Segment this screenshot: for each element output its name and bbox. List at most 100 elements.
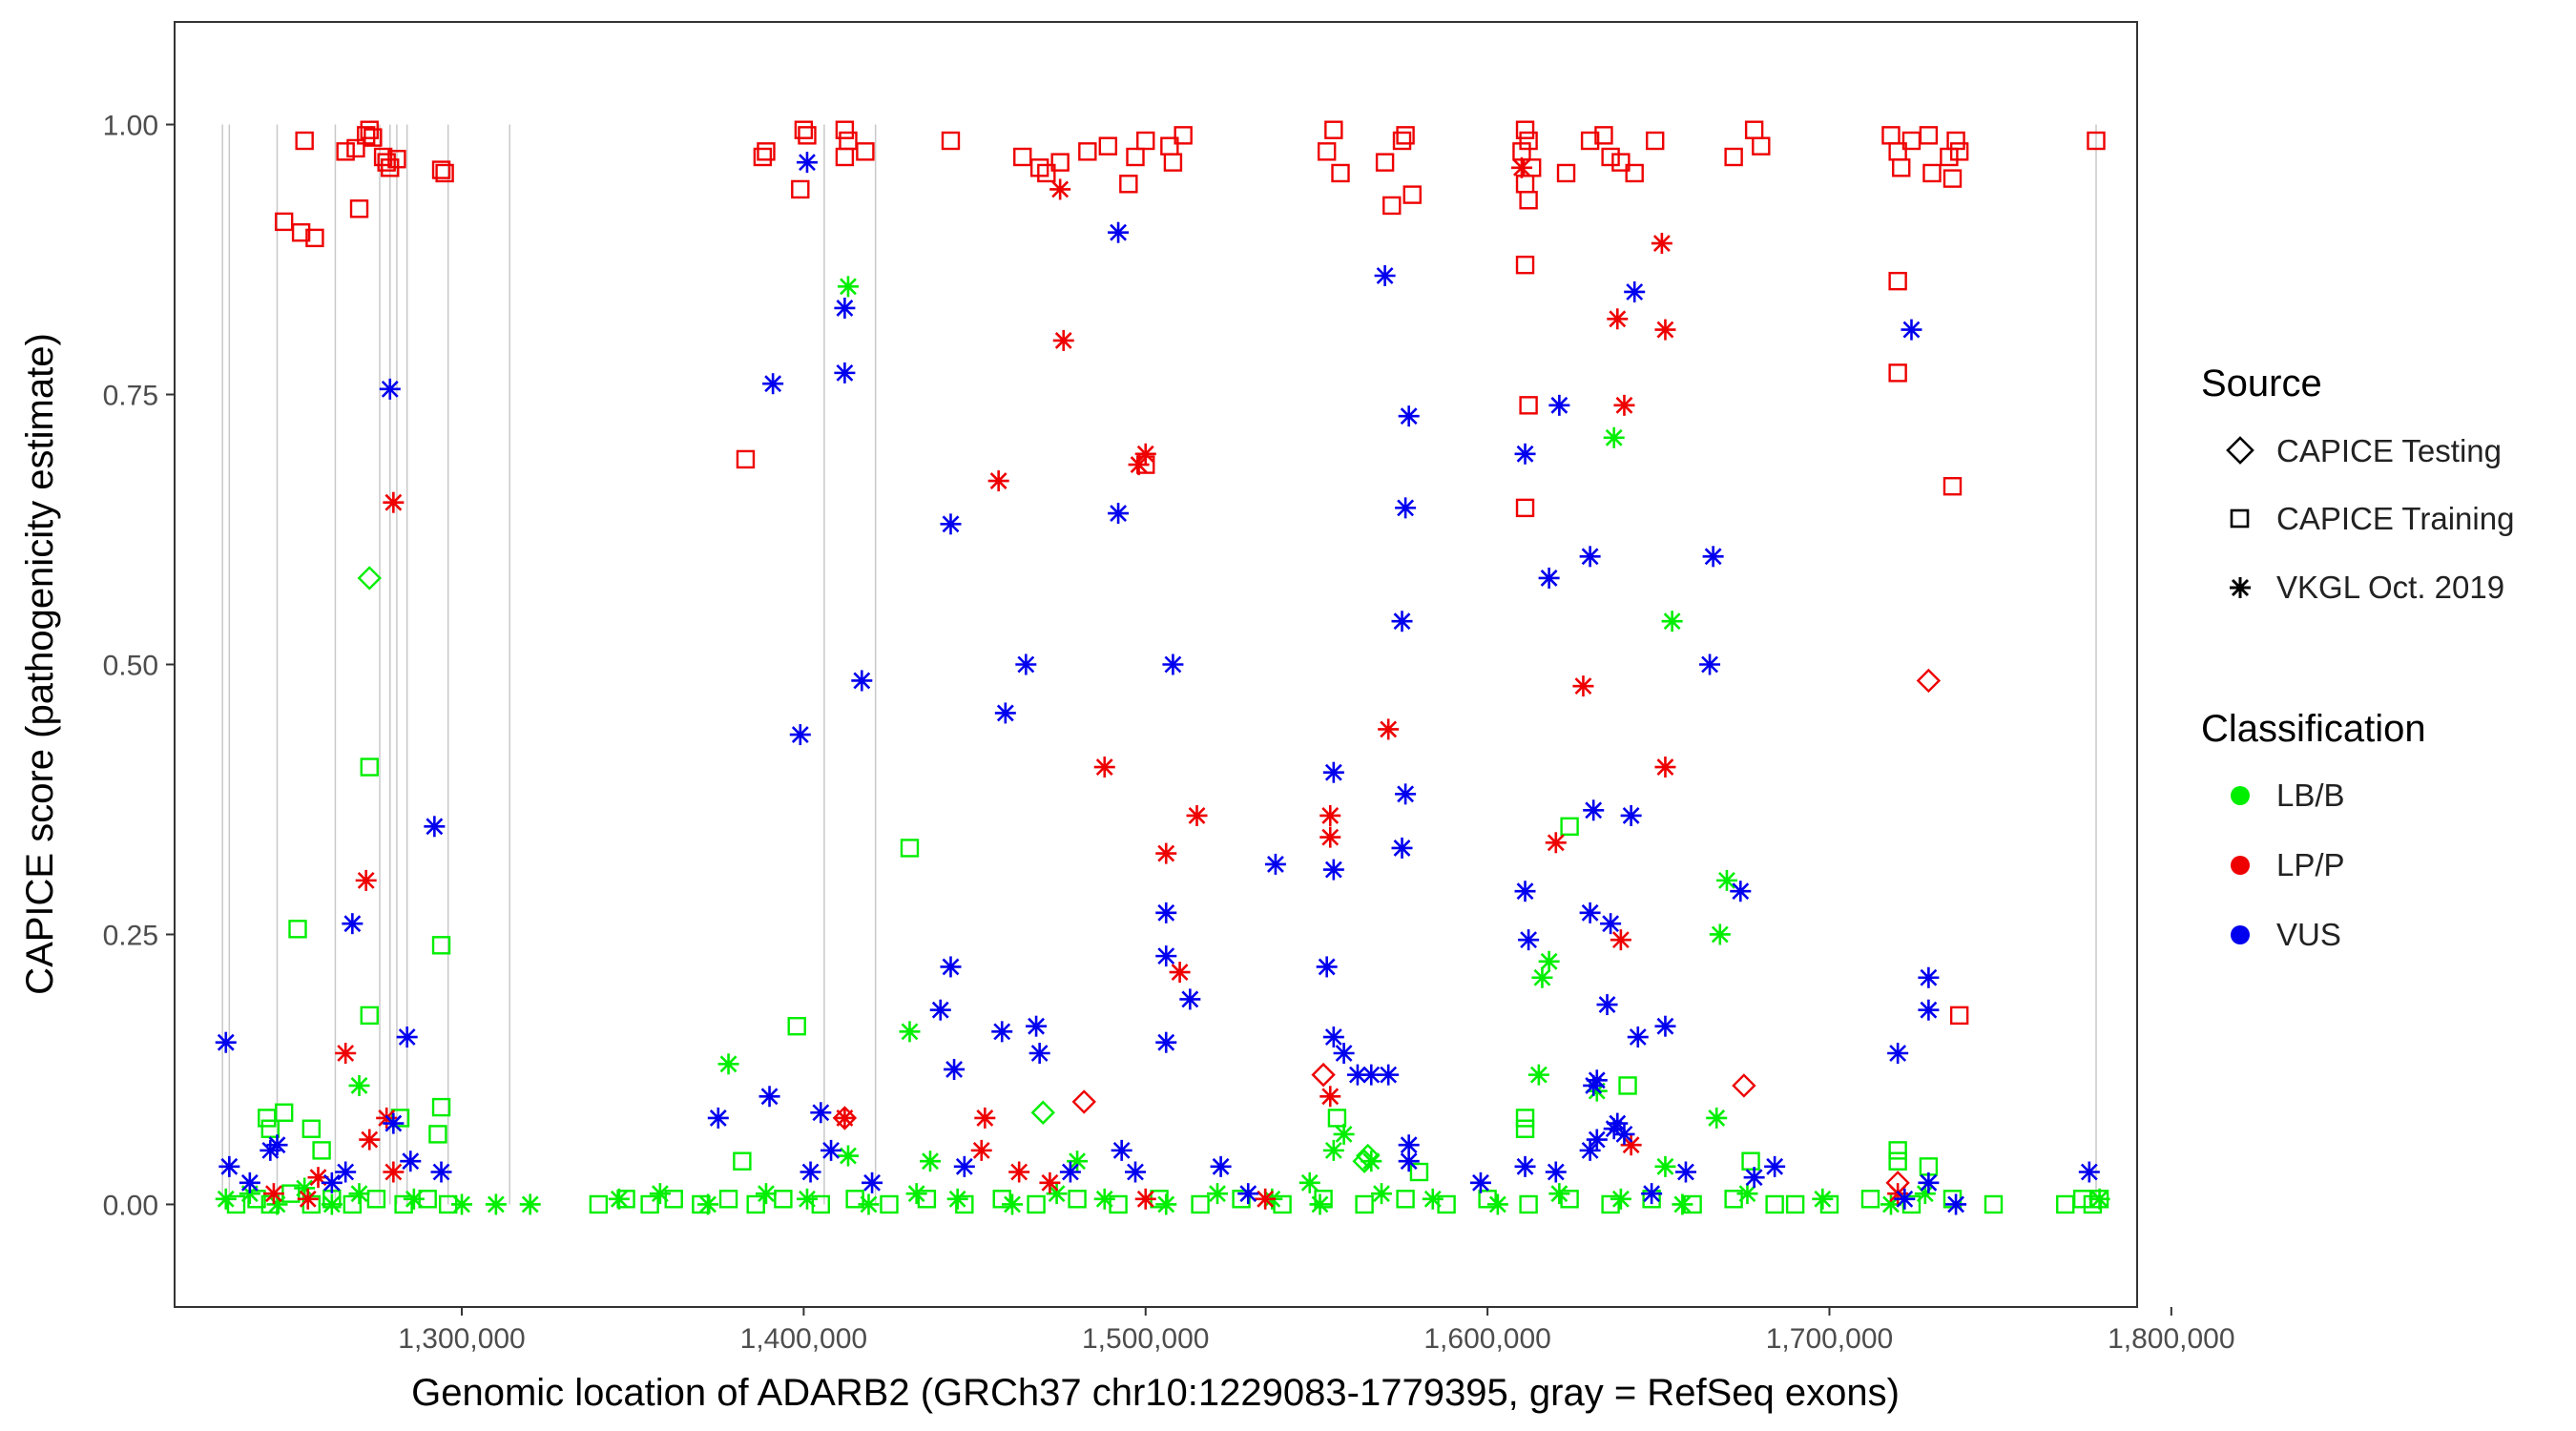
point-vkgl-vus xyxy=(1548,394,1570,416)
point-vkgl-lpp xyxy=(1128,454,1150,476)
point-training-lbb xyxy=(1741,1151,1760,1171)
point-vkgl-lbb xyxy=(1067,1151,1089,1172)
point-vkgl-vus xyxy=(1059,1161,1081,1183)
y-axis-title: CAPICE score (pathogenicity estimate) xyxy=(19,333,61,995)
point-vkgl-vus xyxy=(342,913,364,935)
point-vkgl-vus xyxy=(762,373,784,395)
point-training-lpp xyxy=(1136,131,1155,151)
point-training-lbb xyxy=(1601,1194,1620,1214)
point-training-lbb xyxy=(917,1190,937,1209)
point-training-lbb xyxy=(1901,1194,1922,1214)
point-vkgl-vus xyxy=(810,1102,832,1124)
point-training-lbb xyxy=(1068,1190,1087,1209)
point-vkgl-vus xyxy=(953,1155,975,1177)
point-training-lpp xyxy=(1519,131,1538,151)
point-vkgl-vus xyxy=(796,152,818,174)
point-vkgl-vus xyxy=(1918,999,1940,1021)
point-training-lbb xyxy=(428,1125,447,1144)
point-vkgl-vus xyxy=(1210,1155,1232,1177)
point-training-lpp xyxy=(291,223,311,242)
point-training-lbb xyxy=(1191,1194,1210,1214)
point-vkgl-vus xyxy=(1514,1155,1536,1177)
point-training-lbb xyxy=(394,1194,413,1214)
point-vkgl-vus xyxy=(1538,567,1560,589)
point-vkgl-lbb xyxy=(697,1193,719,1215)
point-vkgl-vus xyxy=(1469,1172,1491,1193)
point-vkgl-vus xyxy=(1579,546,1601,568)
point-training-lpp xyxy=(1942,169,1963,188)
point-vkgl-vus xyxy=(1730,881,1752,902)
point-vkgl-lbb xyxy=(1603,426,1625,448)
point-vkgl-lbb xyxy=(1654,1155,1676,1177)
point-vkgl-lbb xyxy=(1155,1193,1177,1215)
point-training-lpp xyxy=(1119,175,1138,194)
x-axis-ticks: 1,300,000 1,400,000 1,500,000 1,600,000 1,70… xyxy=(398,1307,2235,1355)
point-vkgl-lbb xyxy=(1706,1107,1728,1129)
point-training-lpp xyxy=(356,126,376,145)
point-vkgl-vus xyxy=(1545,1161,1567,1183)
point-training-lpp xyxy=(1382,196,1402,216)
point-training-lpp xyxy=(753,147,773,167)
point-training-lbb xyxy=(1860,1190,1880,1209)
point-vkgl-vus xyxy=(994,702,1016,724)
point-vkgl-vus xyxy=(1654,1015,1676,1037)
point-vkgl-lpp xyxy=(1093,757,1115,778)
point-training-lbb xyxy=(366,1190,386,1209)
point-vkgl-vus xyxy=(383,1112,405,1134)
point-training-lbb xyxy=(992,1190,1011,1209)
point-vkgl-vus xyxy=(1579,1139,1601,1161)
point-training-lpp xyxy=(274,212,294,232)
point-vkgl-vus xyxy=(940,956,962,978)
point-training-lbb xyxy=(301,1119,322,1138)
point-training-lpp xyxy=(1601,147,1620,167)
point-training-lbb xyxy=(1515,1109,1535,1128)
point-vkgl-lbb xyxy=(837,276,859,298)
point-vkgl-lbb xyxy=(1371,1183,1393,1205)
point-vkgl-lpp xyxy=(987,470,1009,492)
point-training-lbb xyxy=(431,936,451,955)
point-vkgl-vus xyxy=(1607,1112,1629,1134)
point-vkgl-lpp xyxy=(1654,319,1676,341)
point-vkgl-lpp xyxy=(1134,1188,1156,1210)
legend-vus-dot xyxy=(2231,925,2250,944)
x-tick-label: 1,300,000 xyxy=(398,1323,525,1355)
point-vkgl-vus xyxy=(1674,1161,1696,1183)
y-tick-label: 0.75 xyxy=(103,381,158,412)
point-vkgl-vus xyxy=(1374,265,1396,287)
point-vkgl-lpp xyxy=(970,1139,992,1161)
point-training-lpp xyxy=(1375,153,1395,172)
point-vkgl-lpp xyxy=(1654,757,1676,778)
point-training-lpp xyxy=(1919,126,1939,145)
point-vkgl-vus xyxy=(1179,988,1201,1010)
x-tick-label: 1,800,000 xyxy=(2108,1323,2234,1355)
legend-class-entry-lbb: LB/B xyxy=(2276,778,2345,813)
point-vkgl-lpp xyxy=(1319,1086,1341,1108)
point-vkgl-lbb xyxy=(1610,1188,1631,1210)
point-training-lbb xyxy=(955,1194,974,1214)
point-training-lbb xyxy=(1785,1194,1805,1214)
point-vkgl-vus xyxy=(1583,799,1605,821)
point-vkgl-vus xyxy=(1108,503,1130,525)
point-vkgl-lbb xyxy=(717,1053,739,1075)
point-vkgl-lpp xyxy=(383,491,405,513)
point-training-lpp xyxy=(387,150,406,169)
point-vkgl-vus xyxy=(940,513,962,535)
point-vkgl-vus xyxy=(1600,913,1622,935)
point-vkgl-lpp xyxy=(383,1161,405,1183)
point-testing-lbb xyxy=(1030,1100,1055,1125)
point-vkgl-lpp xyxy=(1651,233,1672,255)
legend-source: Source CAPICE Testing CAPICE Training VK… xyxy=(2201,363,2514,605)
point-vkgl-vus xyxy=(396,1027,418,1048)
point-training-lbb xyxy=(1409,1162,1429,1182)
point-training-lpp xyxy=(1946,131,1965,151)
point-vkgl-lbb xyxy=(1298,1172,1320,1193)
point-training-lbb xyxy=(1515,1119,1535,1138)
point-vkgl-vus xyxy=(821,1139,842,1161)
point-testing-lpp xyxy=(832,1106,858,1130)
point-training-lbb xyxy=(431,1097,451,1117)
point-training-lpp xyxy=(1174,126,1193,145)
point-vkgl-vus xyxy=(800,1161,821,1183)
point-training-lpp xyxy=(1646,131,1665,151)
point-vkgl-lpp xyxy=(355,869,377,891)
point-vkgl-vus xyxy=(789,724,811,746)
